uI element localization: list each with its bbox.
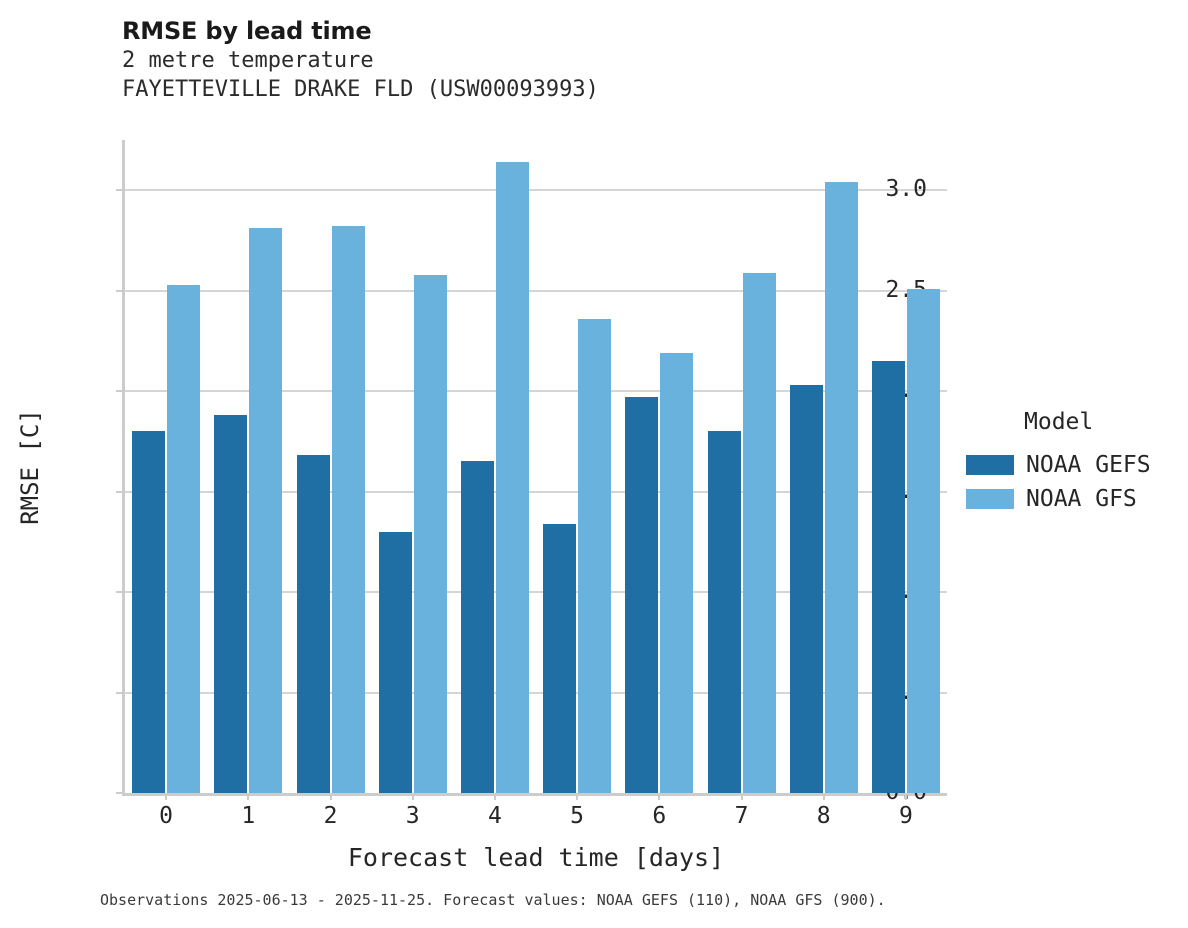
x-tick-mark [904, 793, 907, 800]
gridline [125, 691, 947, 694]
bar [789, 385, 823, 793]
y-axis-label-container: RMSE [C] [10, 140, 50, 793]
legend-swatch [966, 455, 1014, 475]
bar [249, 228, 283, 793]
legend-title: Model [1024, 409, 1094, 435]
title-block: RMSE by lead time 2 metre temperature FA… [122, 16, 942, 104]
y-tick-mark [116, 390, 123, 393]
x-tick-mark [411, 793, 414, 800]
bar [660, 352, 694, 793]
x-tick-label: 2 [323, 803, 338, 829]
legend: Model NOAA GEFS NOAA GFS [966, 408, 1181, 516]
y-tick-mark [116, 289, 123, 292]
bar [543, 523, 577, 793]
footer-note: Observations 2025-06-13 - 2025-11-25. Fo… [100, 891, 886, 909]
gridline [125, 591, 947, 594]
bar [495, 162, 529, 793]
bar [742, 272, 776, 793]
x-tick-label: 5 [570, 803, 585, 829]
x-tick-label: 1 [241, 803, 256, 829]
y-tick-label: 3.0 [885, 176, 927, 203]
x-tick-mark [740, 793, 743, 800]
gridline [125, 189, 947, 192]
x-tick-mark [493, 793, 496, 800]
x-tick-mark [329, 793, 332, 800]
x-axis-spine [122, 793, 947, 796]
bar [871, 361, 905, 793]
bar [578, 318, 612, 793]
bar [824, 182, 858, 793]
legend-label: NOAA GEFS [1026, 451, 1151, 478]
bar [214, 415, 248, 793]
bar [707, 431, 741, 793]
chart-subtitle-variable: 2 metre temperature [122, 48, 374, 73]
chart-subtitle-station: FAYETTEVILLE DRAKE FLD (USW00093993) [122, 77, 599, 102]
bar [378, 531, 412, 793]
bar [331, 226, 365, 793]
y-axis-spine [122, 140, 125, 793]
legend-entries: NOAA GEFS NOAA GFS [966, 448, 1181, 516]
bar [296, 455, 330, 793]
x-tick-mark [165, 793, 168, 800]
legend-label: NOAA GFS [1026, 485, 1137, 512]
page-title: RMSE by lead time [122, 17, 372, 45]
y-tick-mark [116, 189, 123, 192]
bar [167, 284, 201, 793]
gridline [125, 490, 947, 493]
gridline [125, 390, 947, 393]
bar [132, 431, 166, 793]
legend-entry[interactable]: NOAA GEFS [966, 448, 1181, 482]
y-tick-mark [116, 792, 123, 794]
x-tick-label: 6 [652, 803, 667, 829]
y-axis-label: RMSE [C] [16, 408, 44, 525]
x-tick-label: 3 [405, 803, 420, 829]
x-tick-mark [576, 793, 579, 800]
gridline [125, 289, 947, 292]
bar [625, 397, 659, 793]
x-tick-mark [822, 793, 825, 800]
x-tick-label: 9 [898, 803, 913, 829]
x-tick-label: 4 [487, 803, 502, 829]
x-tick-label: 0 [159, 803, 174, 829]
legend-swatch [966, 489, 1014, 509]
x-tick-mark [658, 793, 661, 800]
x-tick-label: 8 [816, 803, 831, 829]
bar [906, 288, 940, 793]
x-tick-label: 7 [734, 803, 749, 829]
x-tick-mark [247, 793, 250, 800]
bar [413, 274, 447, 793]
legend-entry[interactable]: NOAA GFS [966, 482, 1181, 516]
y-tick-mark [116, 691, 123, 694]
x-axis-label: Forecast lead time [days] [347, 843, 725, 872]
bar [460, 461, 494, 793]
y-tick-mark [116, 490, 123, 493]
y-tick-mark [116, 591, 123, 594]
